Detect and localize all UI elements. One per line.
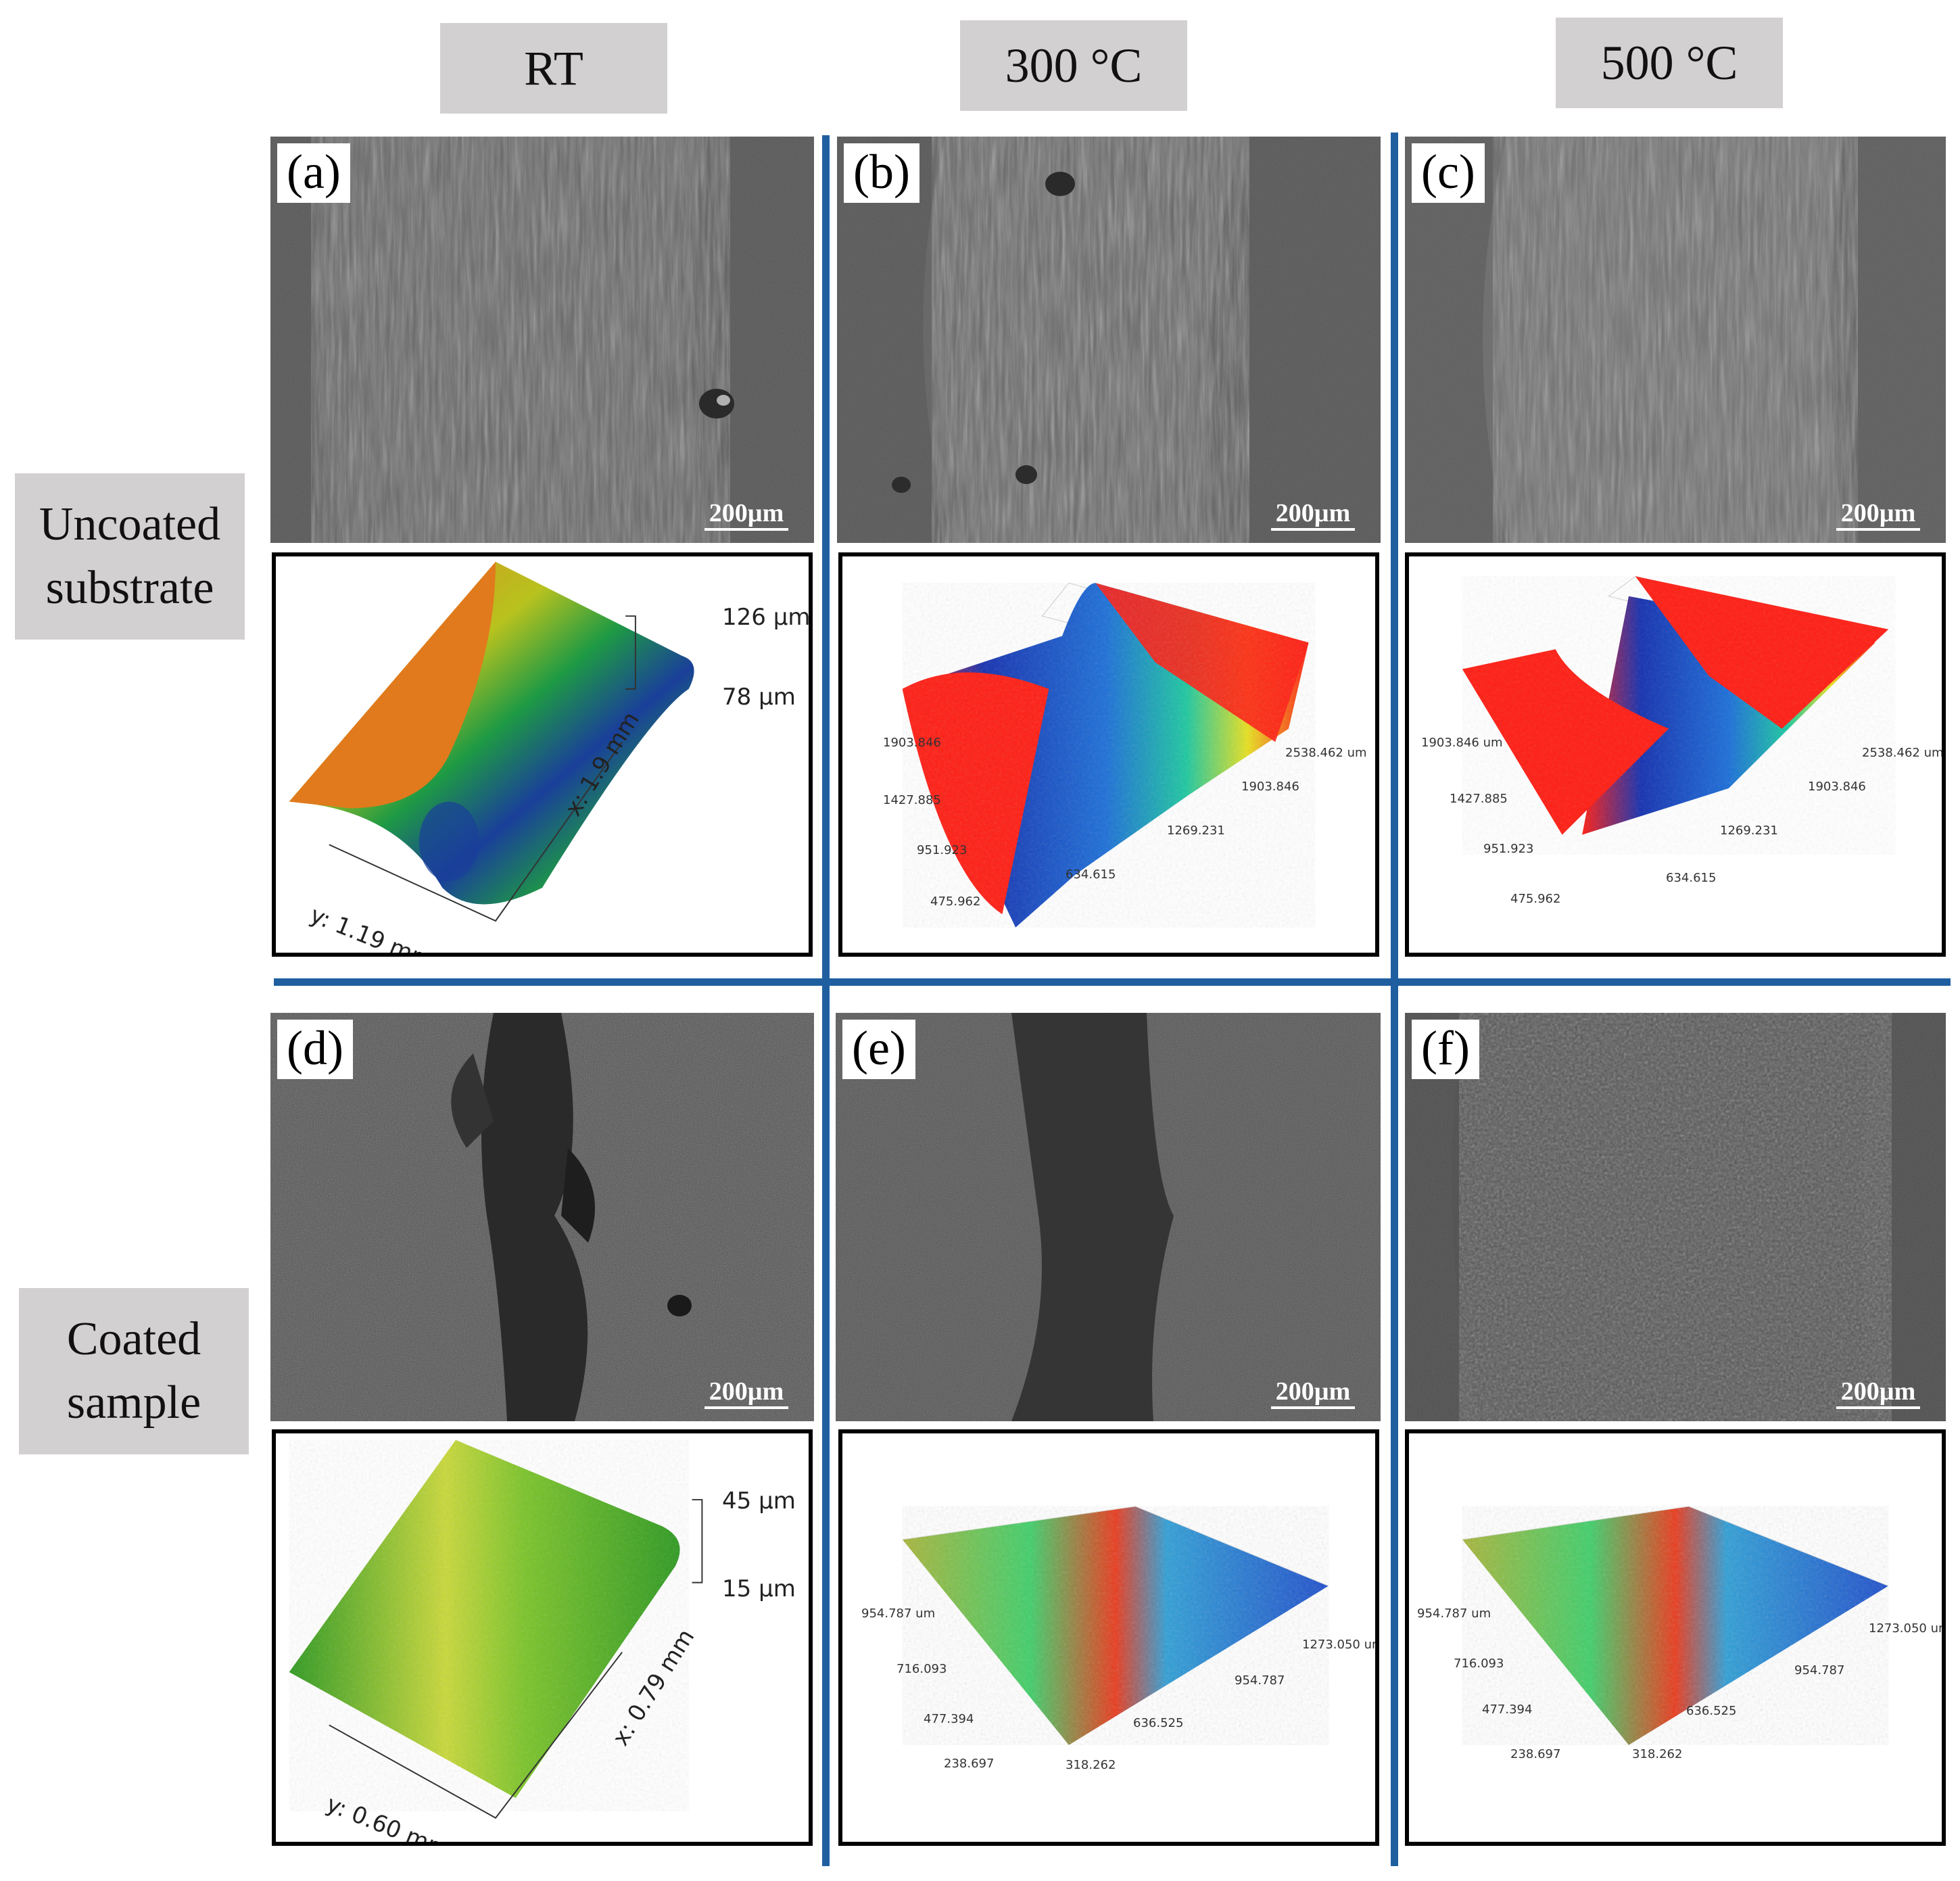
column-header-300c: 300 °C [960,20,1187,111]
tick-left-c-1: 1903.846 um [1421,736,1503,750]
tick-left-b-1: 1903.846 [883,736,941,750]
sem-image-c: (c) 200µm [1405,137,1946,543]
tick-left-e-2: 716.093 [897,1662,947,1676]
scale-bar-e: 200µm [1271,1377,1355,1409]
column-header-500c: 500 °C [1556,18,1783,108]
tick-left-b-3: 951.923 [917,843,967,857]
scale-bar-d: 200µm [704,1377,788,1409]
tick-right-e-4: 318.262 [1066,1758,1116,1772]
scale-bar-b: 200µm [1271,498,1355,531]
tick-left-b-2: 1427.885 [883,793,941,807]
tick-right-b-2: 1903.846 [1241,780,1299,794]
tick-right-c-2: 1903.846 [1808,780,1866,794]
tick-right-b-1: 2538.462 um [1285,746,1367,760]
tick-right-f-2: 954.787 [1794,1663,1845,1677]
tick-right-b-3: 1269.231 [1167,824,1225,838]
tick-left-f-4: 238.697 [1510,1747,1561,1761]
tick-left-f-2: 716.093 [1454,1657,1504,1671]
tick-right-f-4: 318.262 [1632,1747,1683,1761]
sem-image-b: (b) 200µm [837,137,1381,543]
sem-image-a: (a) 200µm [270,137,814,543]
tick-right-e-3: 636.525 [1133,1716,1184,1730]
scale-bar-a: 200µm [704,498,788,531]
tick-right-b-4: 634.615 [1066,867,1116,882]
row-header-uncoated: Uncoated substrate [15,473,245,640]
tick-right-c-1: 2538.462 um [1862,746,1944,760]
panel-letter-b: (b) [844,143,919,203]
profile-3d-f: 954.787 um 716.093 477.394 238.697 1273.… [1405,1429,1946,1846]
row-header-uncoated-line1: Uncoated [39,498,221,550]
tick-right-e-1: 1273.050 um [1302,1638,1379,1652]
sem-image-d: (d) 200µm [270,1013,814,1421]
profile-3d-c: 1903.846 um 1427.885 951.923 475.962 253… [1405,552,1946,957]
row-header-coated-line1: Coated [66,1313,201,1365]
scale-bar-c: 200µm [1836,498,1920,531]
tick-right-f-3: 636.525 [1686,1704,1737,1718]
profile-3d-d: 45 μm 15 μm x: 0.79 mm y: 0.60 mm [272,1429,813,1846]
vertical-divider-2 [1391,133,1398,1866]
sem-image-e: (e) 200µm [836,1013,1381,1421]
tick-left-f-3: 477.394 [1482,1703,1533,1717]
profile-3d-b: 1903.846 1427.885 951.923 475.962 2538.4… [838,552,1379,957]
z-label-bottom-a: 78 μm [722,684,796,711]
horizontal-divider [274,978,1951,986]
tick-left-e-3: 477.394 [924,1712,974,1726]
sem-image-f: (f) 200µm [1405,1013,1946,1421]
panel-letter-e: (e) [842,1020,915,1079]
tick-left-c-3: 951.923 [1483,842,1534,856]
panel-letter-d: (d) [277,1020,353,1079]
tick-right-c-4: 634.615 [1666,871,1717,885]
z-label-bottom-d: 15 μm [722,1575,796,1602]
row-header-uncoated-line2: substrate [45,562,214,614]
row-header-coated: Coated sample [19,1288,249,1454]
column-header-rt: RT [440,23,667,114]
vertical-divider-1 [822,135,830,1866]
tick-right-f-1: 1273.050 um [1869,1621,1946,1636]
profile-3d-a: 126 μm 78 μm x: 1.9 mm y: 1.19 mm [272,552,813,957]
tick-left-f-1: 954.787 um [1417,1606,1491,1621]
profile-3d-e: 954.787 um 716.093 477.394 238.697 1273.… [838,1429,1379,1846]
tick-right-c-3: 1269.231 [1720,824,1778,838]
tick-left-c-2: 1427.885 [1450,792,1508,806]
tick-left-b-4: 475.962 [930,895,981,909]
row-header-coated-line2: sample [66,1377,201,1429]
z-label-top-a: 126 μm [722,604,811,631]
panel-letter-c: (c) [1412,143,1485,203]
tick-left-e-1: 954.787 um [861,1606,936,1621]
tick-left-c-4: 475.962 [1510,892,1561,906]
scale-bar-f: 200µm [1836,1377,1920,1409]
z-label-top-d: 45 μm [722,1487,796,1515]
tick-right-e-2: 954.787 [1235,1673,1285,1688]
panel-letter-a: (a) [277,143,350,203]
tick-left-e-4: 238.697 [944,1757,995,1771]
panel-letter-f: (f) [1412,1020,1479,1079]
